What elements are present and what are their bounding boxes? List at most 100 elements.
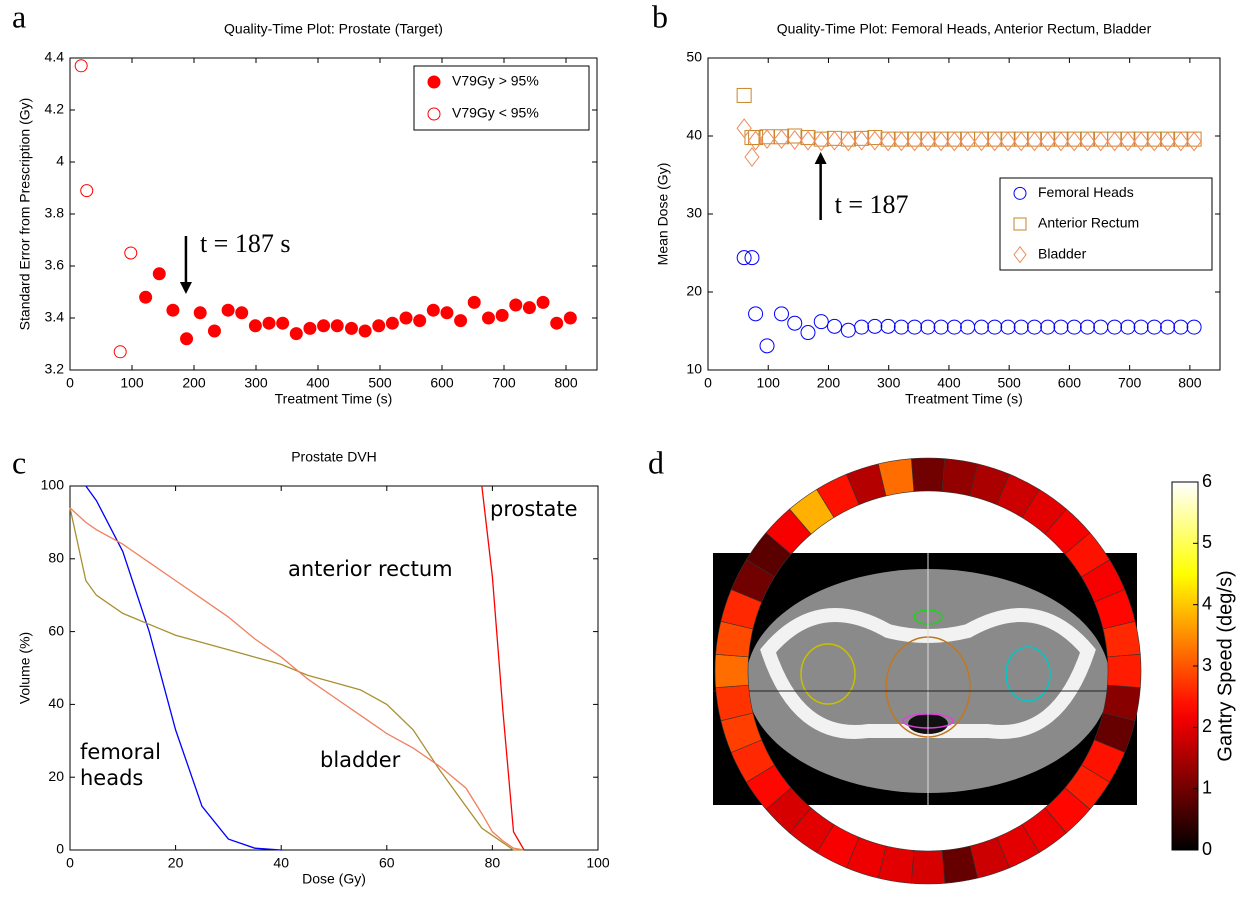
y-tick-label: 100 — [41, 477, 65, 493]
ring-segment — [1107, 654, 1141, 687]
x-tick-label: 700 — [1118, 375, 1142, 391]
ring-segment — [911, 850, 944, 884]
marker — [304, 322, 316, 334]
x-axis-label: Dose (Gy) — [302, 871, 366, 887]
chart: 01002003004005006007008003.23.43.63.844.… — [0, 0, 1241, 907]
marker — [400, 312, 412, 324]
marker — [427, 304, 439, 316]
chart-title: Quality-Time Plot: Femoral Heads, Anteri… — [777, 21, 1152, 37]
plot-frame — [70, 486, 598, 850]
chart-title: Prostate DVH — [291, 449, 377, 465]
x-tick-label: 20 — [168, 855, 184, 871]
marker — [153, 268, 165, 280]
legend-label: V79Gy < 95% — [452, 105, 539, 121]
colorbar-tick-label: 5 — [1202, 532, 1212, 552]
x-tick-label: 800 — [554, 375, 578, 391]
y-tick-label: 50 — [686, 49, 702, 65]
x-axis-label: Treatment Time (s) — [905, 391, 1023, 407]
y-tick-label: 10 — [686, 361, 702, 377]
marker — [537, 296, 549, 308]
marker — [510, 299, 522, 311]
colorbar-label: Gantry Speed (deg/s) — [1214, 570, 1236, 761]
y-tick-label: 4 — [56, 153, 64, 169]
marker — [167, 304, 179, 316]
marker — [345, 322, 357, 334]
x-axis-label: Treatment Time (s) — [275, 391, 393, 407]
y-tick-label: 60 — [48, 622, 64, 638]
x-tick-label: 600 — [1058, 375, 1082, 391]
curve-label: prostate — [490, 496, 578, 522]
x-tick-label: 0 — [66, 855, 74, 871]
figure: 01002003004005006007008003.23.43.63.844.… — [0, 0, 1241, 907]
marker — [194, 307, 206, 319]
marker — [483, 312, 495, 324]
colorbar-tick-label: 1 — [1202, 777, 1212, 797]
y-tick-label: 3.2 — [45, 361, 65, 377]
curve-label: femoral heads — [80, 739, 160, 791]
x-tick-label: 0 — [704, 375, 712, 391]
marker — [277, 317, 289, 329]
marker — [331, 320, 343, 332]
curve-label: anterior rectum — [288, 556, 453, 582]
marker — [551, 317, 563, 329]
curve-label: bladder — [320, 747, 400, 773]
marker — [181, 333, 193, 345]
marker — [249, 320, 261, 332]
y-axis-label: Mean Dose (Gy) — [655, 163, 671, 266]
x-tick-label: 300 — [877, 375, 901, 391]
x-tick-label: 80 — [485, 855, 501, 871]
y-tick-label: 3.4 — [45, 309, 65, 325]
y-axis-label: Standard Error from Prescription (Gy) — [17, 98, 33, 331]
colorbar-tick-label: 2 — [1202, 716, 1212, 736]
marker — [496, 309, 508, 321]
y-tick-label: 3.6 — [45, 257, 65, 273]
marker — [441, 307, 453, 319]
annotation: t = 187 s — [200, 229, 291, 258]
y-tick-label: 4.4 — [45, 49, 65, 65]
x-tick-label: 400 — [306, 375, 330, 391]
x-tick-label: 200 — [182, 375, 206, 391]
panel-letter: d — [648, 444, 664, 480]
colorbar-tick-label: 4 — [1202, 593, 1212, 613]
colorbar-tick-label: 0 — [1202, 839, 1212, 859]
colorbar-tick-label: 6 — [1202, 471, 1212, 491]
x-tick-label: 500 — [368, 375, 392, 391]
chart-title: Quality-Time Plot: Prostate (Target) — [224, 21, 443, 37]
colorbar-tick-label: 3 — [1202, 655, 1212, 675]
y-tick-label: 40 — [686, 127, 702, 143]
ring-segment — [715, 654, 749, 687]
marker — [140, 291, 152, 303]
x-tick-label: 0 — [66, 375, 74, 391]
y-tick-label: 80 — [48, 550, 64, 566]
ring-segment — [911, 458, 944, 492]
panel-letter: c — [12, 444, 26, 480]
x-tick-label: 100 — [120, 375, 144, 391]
x-tick-label: 100 — [757, 375, 781, 391]
legend-label: Femoral Heads — [1038, 184, 1134, 200]
x-tick-label: 500 — [997, 375, 1021, 391]
x-tick-label: 40 — [273, 855, 289, 871]
annotation: t = 187 — [835, 190, 909, 219]
marker — [263, 317, 275, 329]
y-tick-label: 20 — [48, 768, 64, 784]
marker — [208, 325, 220, 337]
x-tick-label: 60 — [379, 855, 395, 871]
marker — [523, 302, 535, 314]
marker — [222, 304, 234, 316]
y-axis-label: Volume (%) — [17, 632, 33, 704]
panel-letter: a — [12, 0, 26, 34]
y-tick-label: 3.8 — [45, 205, 65, 221]
x-tick-label: 400 — [937, 375, 961, 391]
legend-label: V79Gy > 95% — [452, 73, 539, 89]
x-tick-label: 600 — [430, 375, 454, 391]
y-tick-label: 4.2 — [45, 101, 65, 117]
legend-marker — [428, 76, 440, 88]
x-tick-label: 700 — [492, 375, 516, 391]
marker — [386, 317, 398, 329]
x-tick-label: 800 — [1178, 375, 1202, 391]
marker — [290, 328, 302, 340]
y-tick-label: 40 — [48, 695, 64, 711]
y-tick-label: 0 — [56, 841, 64, 857]
marker — [236, 307, 248, 319]
x-tick-label: 300 — [244, 375, 268, 391]
